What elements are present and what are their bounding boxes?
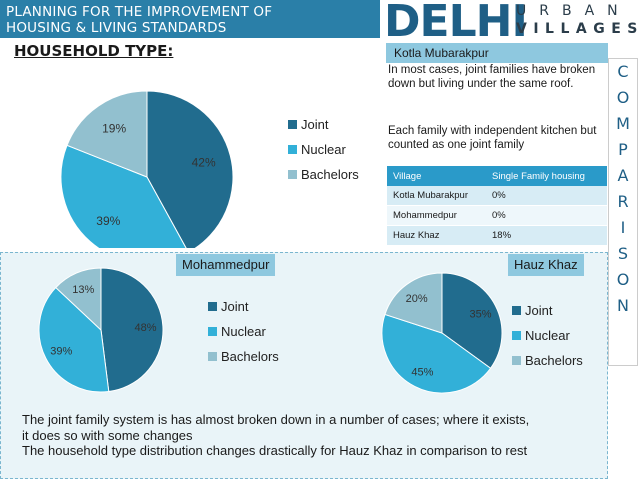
- side-letter: N: [617, 296, 629, 315]
- pie-data-label: 39%: [50, 345, 72, 357]
- kotla-note-2: Each family with independent kitchen but…: [388, 125, 597, 151]
- legend-swatch-nuclear: [288, 145, 297, 154]
- pie-slice-joint: [146, 90, 234, 248]
- side-letter: O: [616, 88, 630, 107]
- footer-line-3: The household type distribution changes …: [22, 443, 528, 458]
- header-banner: PLANNING FOR THE IMPROVEMENT OF HOUSING …: [0, 0, 380, 38]
- kotla-label: Kotla Mubarakpur: [386, 43, 608, 63]
- pie-slice-nuclear: [38, 286, 110, 393]
- table-row: Hauz Khaz 18%: [387, 225, 607, 246]
- side-letter: A: [617, 166, 629, 185]
- side-letter: R: [617, 192, 629, 211]
- pie-data-label: 35%: [469, 308, 491, 320]
- legend-label-joint: Joint: [301, 117, 329, 132]
- pie-data-label: 42%: [192, 155, 216, 169]
- mohammedpur-pie-chart: 48% 39% 13% Joint Nuclear Bachelors: [38, 267, 279, 393]
- footer-line-1: The joint family system is has almost br…: [22, 412, 530, 427]
- comparison-vertical-label: C O M P A R I S O N: [608, 58, 638, 366]
- side-letter: P: [618, 140, 628, 159]
- table-cell: 0%: [486, 186, 607, 206]
- logo-urban: URBAN: [516, 3, 631, 19]
- section-subtitle: HOUSEHOLD TYPE:: [14, 42, 174, 60]
- table-cell: 18%: [486, 225, 607, 246]
- side-letter: O: [616, 270, 630, 289]
- pie-data-label: 45%: [411, 366, 433, 378]
- legend-label-bachelors: Bachelors: [221, 349, 279, 364]
- pie-slice-bachelors: [66, 90, 148, 178]
- table-row: Mohammedpur 0%: [387, 205, 607, 226]
- pie-data-label: 13%: [72, 284, 94, 296]
- pie-data-label: 20%: [406, 293, 428, 305]
- legend-label-joint: Joint: [221, 299, 249, 314]
- legend-label-bachelors: Bachelors: [525, 353, 583, 368]
- hauz-khaz-pie-chart: 35% 45% 20% Joint Nuclear Bachelors: [381, 272, 583, 394]
- single-family-table: Village Single Family housing Kotla Muba…: [387, 166, 607, 246]
- logo-delhi: DELHI: [384, 0, 528, 47]
- side-letter: M: [616, 114, 630, 133]
- legend-label-nuclear: Nuclear: [525, 328, 570, 343]
- pie-data-label: 48%: [135, 322, 157, 334]
- kotla-note-1: In most cases, joint families have broke…: [388, 64, 596, 90]
- table-header-village: Village: [387, 166, 487, 186]
- side-letter: I: [620, 218, 626, 237]
- legend-label-bachelors: Bachelors: [301, 167, 359, 182]
- title-line-2: HOUSING & LIVING STANDARDS: [6, 20, 227, 36]
- pie-data-label: 39%: [96, 214, 120, 228]
- footer-line-2: it does so with some changes: [22, 427, 193, 443]
- hauz-khaz-label: Hauz Khaz: [508, 254, 584, 276]
- footer-notes: The joint family system is has almost br…: [22, 412, 612, 459]
- kotla-notes: In most cases, joint families have broke…: [388, 64, 608, 163]
- legend-swatch-bachelors: [512, 356, 521, 365]
- legend-label-nuclear: Nuclear: [221, 324, 266, 339]
- side-letter: C: [617, 62, 629, 81]
- page-title: PLANNING FOR THE IMPROVEMENT OF HOUSING …: [6, 4, 272, 36]
- legend-swatch-joint: [512, 306, 521, 315]
- legend-swatch-bachelors: [288, 170, 297, 179]
- pie-slice-nuclear: [60, 144, 187, 248]
- legend-swatch-joint: [208, 302, 217, 311]
- pie-slice-bachelors: [384, 272, 443, 334]
- mohammedpur-label: Mohammedpur: [176, 254, 276, 276]
- kotla-pie-chart: 42% 39% 19% Joint Nuclear Bachelors: [60, 90, 359, 248]
- pie-slice-joint: [100, 267, 164, 393]
- pie-slice-nuclear: [381, 313, 492, 394]
- legend-swatch-joint: [288, 120, 297, 129]
- table-header-single-family: Single Family housing: [486, 166, 607, 186]
- table-row: Kotla Mubarakpur 0%: [387, 186, 607, 206]
- legend-label-joint: Joint: [525, 303, 553, 318]
- logo-villages: VILLAGES: [516, 21, 638, 37]
- table-cell: Hauz Khaz: [387, 225, 487, 246]
- legend-swatch-bachelors: [208, 352, 217, 361]
- pie-slice-bachelors: [55, 267, 102, 332]
- pie-data-label: 19%: [102, 122, 126, 136]
- table-cell: 0%: [486, 205, 607, 226]
- table-header-row: Village Single Family housing: [387, 166, 607, 186]
- table-cell: Mohammedpur: [387, 205, 487, 226]
- table-cell: Kotla Mubarakpur: [387, 186, 487, 206]
- side-letter: S: [617, 244, 629, 263]
- legend-label-nuclear: Nuclear: [301, 142, 346, 157]
- legend-swatch-nuclear: [208, 327, 217, 336]
- legend-swatch-nuclear: [512, 331, 521, 340]
- title-line-1: PLANNING FOR THE IMPROVEMENT OF: [6, 4, 273, 20]
- pie-slice-joint: [441, 272, 503, 369]
